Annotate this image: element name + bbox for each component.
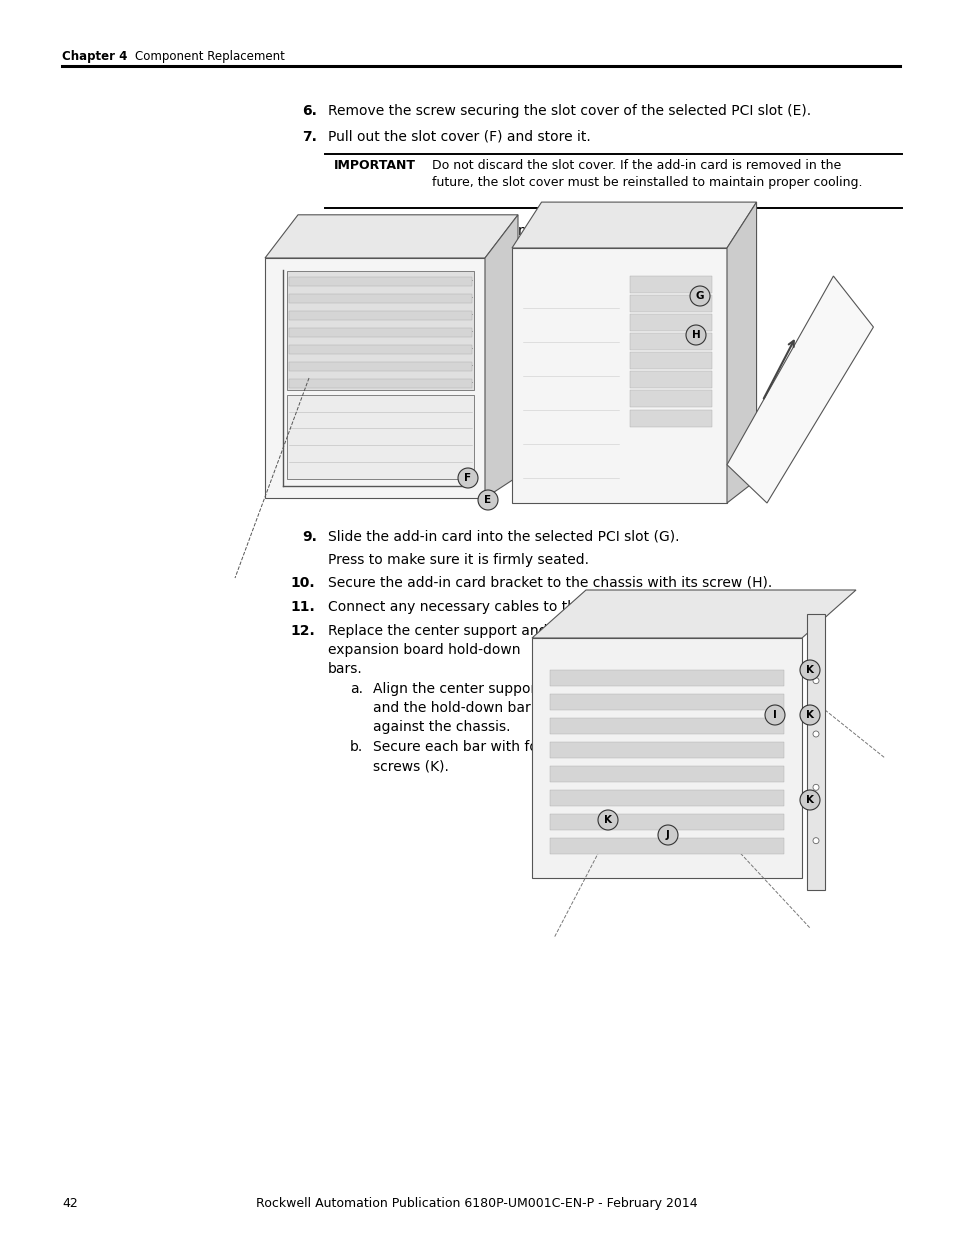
Polygon shape	[265, 215, 517, 258]
Text: Connect any necessary cables to the add-in card.: Connect any necessary cables to the add-…	[328, 600, 672, 614]
Text: G: G	[695, 291, 703, 301]
Circle shape	[812, 837, 818, 844]
Text: 7.: 7.	[302, 130, 316, 144]
Text: Rockwell Automation Publication 6180P-UM001C-EN-P - February 2014: Rockwell Automation Publication 6180P-UM…	[256, 1197, 697, 1210]
Circle shape	[477, 490, 497, 510]
Text: Secure the add-in card bracket to the chassis with its screw (H).: Secure the add-in card bracket to the ch…	[328, 576, 771, 590]
Bar	[550, 671, 783, 685]
Text: K: K	[805, 664, 813, 676]
Bar	[630, 295, 711, 311]
Bar	[550, 766, 783, 782]
Text: J: J	[665, 830, 669, 840]
Bar	[289, 311, 472, 320]
Text: K: K	[805, 795, 813, 805]
Bar	[630, 275, 711, 293]
Text: 8.: 8.	[302, 224, 316, 238]
Text: 11.: 11.	[290, 600, 314, 614]
Polygon shape	[726, 203, 756, 503]
Polygon shape	[265, 258, 484, 498]
Bar	[550, 694, 783, 710]
Bar	[289, 329, 472, 337]
Circle shape	[658, 825, 678, 845]
Bar	[289, 294, 472, 304]
Bar	[630, 390, 711, 408]
Text: Press to make sure it is firmly seated.: Press to make sure it is firmly seated.	[328, 553, 588, 567]
Circle shape	[598, 810, 618, 830]
Bar	[289, 379, 472, 388]
Text: expansion board hold-down: expansion board hold-down	[328, 643, 520, 657]
Bar	[550, 742, 783, 758]
Text: Align the center support (I): Align the center support (I)	[373, 682, 560, 697]
Circle shape	[800, 659, 820, 680]
Text: K: K	[805, 710, 813, 720]
Text: Replace the center support and: Replace the center support and	[328, 624, 547, 638]
Text: H: H	[691, 330, 700, 340]
Circle shape	[764, 705, 784, 725]
Text: 9.: 9.	[302, 530, 316, 543]
Circle shape	[812, 784, 818, 790]
Text: Do not discard the slot cover. If the add-in card is removed in the: Do not discard the slot cover. If the ad…	[432, 159, 841, 172]
Bar	[630, 372, 711, 388]
Circle shape	[689, 287, 709, 306]
Bar	[550, 839, 783, 853]
Text: Pull out the slot cover (F) and store it.: Pull out the slot cover (F) and store it…	[328, 130, 590, 144]
Polygon shape	[484, 215, 517, 498]
Text: 6.: 6.	[302, 104, 316, 119]
Polygon shape	[532, 638, 801, 878]
Bar	[630, 333, 711, 350]
Bar	[287, 272, 474, 390]
Text: and the hold-down bar (J): and the hold-down bar (J)	[373, 701, 550, 715]
Text: K: K	[603, 815, 612, 825]
Text: b.: b.	[350, 740, 363, 755]
Text: Secure each bar with four: Secure each bar with four	[373, 740, 552, 755]
Circle shape	[812, 678, 818, 684]
Bar	[630, 410, 711, 426]
Bar	[630, 314, 711, 331]
Circle shape	[800, 705, 820, 725]
Text: future, the slot cover must be reinstalled to maintain proper cooling.: future, the slot cover must be reinstall…	[432, 177, 862, 189]
Text: Remove the add-in card from its protective packaging.: Remove the add-in card from its protecti…	[328, 224, 707, 238]
Text: Remove the screw securing the slot cover of the selected PCI slot (E).: Remove the screw securing the slot cover…	[328, 104, 810, 119]
Circle shape	[812, 731, 818, 737]
Text: 10.: 10.	[290, 576, 314, 590]
Circle shape	[457, 468, 477, 488]
Text: IMPORTANT: IMPORTANT	[334, 159, 416, 172]
Bar	[289, 345, 472, 354]
Polygon shape	[726, 277, 873, 503]
Bar	[287, 395, 474, 479]
Bar	[550, 718, 783, 734]
Text: Slide the add-in card into the selected PCI slot (G).: Slide the add-in card into the selected …	[328, 530, 679, 543]
Text: a.: a.	[350, 682, 363, 697]
Text: I: I	[772, 710, 776, 720]
Polygon shape	[512, 248, 726, 503]
Circle shape	[800, 790, 820, 810]
Text: Component Replacement: Component Replacement	[120, 49, 285, 63]
Text: bars.: bars.	[328, 662, 362, 676]
Text: Chapter 4: Chapter 4	[62, 49, 128, 63]
Polygon shape	[512, 203, 756, 248]
Circle shape	[685, 325, 705, 345]
Text: 12.: 12.	[290, 624, 314, 638]
Bar	[289, 362, 472, 372]
Text: 42: 42	[62, 1197, 77, 1210]
Bar	[806, 614, 824, 890]
Text: E: E	[484, 495, 491, 505]
Bar	[289, 277, 472, 287]
Bar	[630, 352, 711, 369]
Text: screws (K).: screws (K).	[373, 760, 449, 773]
Bar	[550, 814, 783, 830]
Text: against the chassis.: against the chassis.	[373, 720, 510, 734]
Bar	[550, 790, 783, 806]
Polygon shape	[532, 590, 855, 638]
Text: F: F	[464, 473, 471, 483]
